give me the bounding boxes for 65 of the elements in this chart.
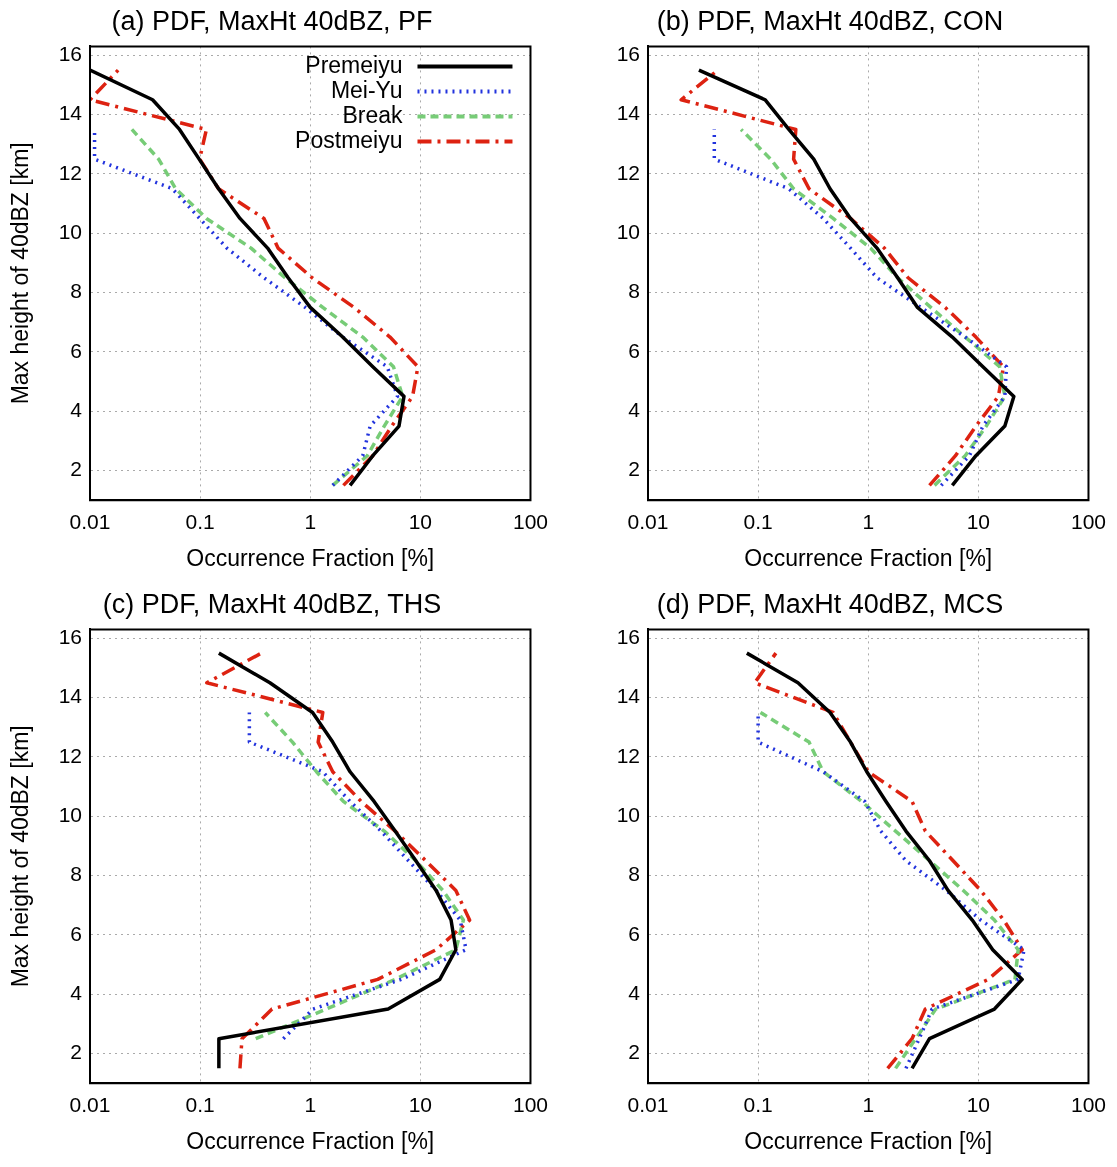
y-tick-label: 10 [616,803,640,827]
y-tick-label: 12 [58,743,82,767]
y-tick-label: 6 [70,921,82,945]
x-tick-label: 10 [408,1092,433,1116]
x-tick-label: 0.1 [185,1092,215,1116]
x-tick-label: 0.01 [627,509,669,533]
x-tick-label: 0.1 [743,1092,773,1116]
y-tick-label: 8 [70,279,82,303]
x-tick-label: 100 [512,1092,548,1116]
y-tick-label: 4 [70,981,83,1005]
y-tick-label: 4 [628,981,641,1005]
y-tick-label: 2 [628,457,640,481]
x-tick-label: 0.01 [69,1092,111,1116]
y-axis-title: Max height of 40dBZ [km] [7,725,34,988]
x-axis-title: Occurrence Fraction [%] [744,1127,993,1154]
y-tick-label: 14 [616,101,641,125]
x-tick-label: 100 [512,509,548,533]
x-tick-label: 0.1 [743,509,773,533]
y-tick-label: 2 [70,457,82,481]
chart-title: (d) PDF, MaxHt 40dBZ, MCS [656,588,1004,619]
y-tick-label: 6 [628,921,640,945]
y-tick-label: 6 [70,338,82,362]
x-tick-label: 1 [862,1092,875,1116]
y-tick-label: 2 [70,1040,82,1064]
y-tick-label: 4 [628,398,641,422]
x-tick-label: 10 [408,509,433,533]
x-tick-label: 10 [966,1092,991,1116]
legend-label: Premeiyu [305,51,403,78]
y-tick-label: 6 [628,338,640,362]
y-tick-label: 8 [70,862,82,886]
y-tick-label: 8 [628,862,640,886]
y-tick-label: 16 [616,42,640,66]
x-axis-title: Occurrence Fraction [%] [186,544,435,571]
y-tick-label: 12 [616,743,640,767]
x-tick-label: 1 [304,509,317,533]
chart-title: (a) PDF, MaxHt 40dBZ, PF [111,5,433,36]
x-axis-title: Occurrence Fraction [%] [744,544,993,571]
y-axis-title: Max height of 40dBZ [km] [7,142,34,405]
y-tick-label: 14 [616,684,641,708]
y-tick-label: 12 [616,160,640,184]
y-tick-label: 10 [616,220,640,244]
y-tick-label: 14 [58,101,83,125]
y-tick-label: 8 [628,279,640,303]
legend-label: Break [342,101,403,128]
chart-title: (c) PDF, MaxHt 40dBZ, THS [102,588,442,619]
y-tick-label: 10 [58,220,82,244]
x-tick-label: 100 [1070,1092,1106,1116]
y-tick-label: 16 [58,42,82,66]
x-tick-label: 1 [304,1092,317,1116]
x-tick-label: 100 [1070,509,1106,533]
chart-title: (b) PDF, MaxHt 40dBZ, CON [656,5,1004,36]
x-tick-label: 1 [862,509,875,533]
y-tick-label: 14 [58,684,83,708]
x-tick-label: 10 [966,509,991,533]
y-tick-label: 4 [70,398,83,422]
y-tick-label: 2 [628,1040,640,1064]
legend-label: Postmeiyu [295,126,403,153]
y-tick-label: 12 [58,160,82,184]
x-tick-label: 0.1 [185,509,215,533]
y-tick-label: 16 [58,625,82,649]
x-tick-label: 0.01 [627,1092,669,1116]
x-tick-label: 0.01 [69,509,111,533]
y-tick-label: 10 [58,803,82,827]
y-tick-label: 16 [616,625,640,649]
x-axis-title: Occurrence Fraction [%] [186,1127,435,1154]
